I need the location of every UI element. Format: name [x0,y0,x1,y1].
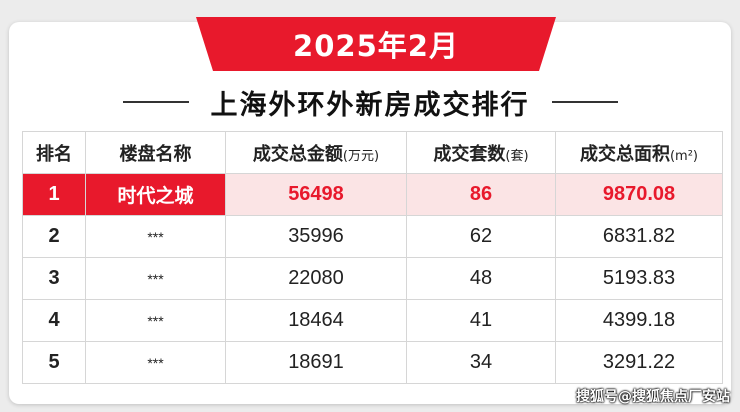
table-row: 1 时代之城 56498 86 9870.08 [22,173,723,216]
cell-units: 48 [406,257,556,300]
cell-amount: 56498 [225,173,407,216]
cell-amount: 35996 [225,215,407,258]
page-title: 上海外环外新房成交排行 [210,89,530,121]
cell-rank: 1 [22,173,86,216]
cell-area: 5193.83 [555,257,723,300]
cell-area: 6831.82 [555,215,723,258]
cell-rank: 2 [22,215,86,258]
cell-rank: 4 [22,299,86,342]
heading-line-right [551,101,618,103]
header-rank: 排名 [22,131,86,174]
cell-units: 86 [406,173,556,216]
table-row: 3 *** 22080 48 5193.83 [22,257,723,300]
date-banner: 2025年2月 [196,17,556,71]
ranking-table: 排名 楼盘名称 成交总金额(万元) 成交套数(套) 成交总面积(m²) 1 时代… [22,131,723,384]
heading-row: 上海外环外新房成交排行 [0,82,740,122]
cell-amount: 18464 [225,299,407,342]
header-unit-count: 成交套数(套) [406,131,556,174]
cell-project-name: 时代之城 [85,173,226,216]
cell-rank: 5 [22,341,86,384]
cell-units: 41 [406,299,556,342]
cell-project-name: *** [85,299,226,342]
cell-project-name: *** [85,341,226,384]
cell-amount: 22080 [225,257,407,300]
cell-area: 3291.22 [555,341,723,384]
header-total-area: 成交总面积(m²) [555,131,723,174]
table-row: 4 *** 18464 41 4399.18 [22,299,723,342]
cell-project-name: *** [85,215,226,258]
cell-area: 4399.18 [555,299,723,342]
table-row: 5 *** 18691 34 3291.22 [22,341,723,384]
header-project-name: 楼盘名称 [85,131,226,174]
watermark: 搜狐号@搜狐焦点厂安站 [576,389,730,405]
header-total-amount: 成交总金额(万元) [225,131,407,174]
banner-title: 2025年2月 [293,29,459,63]
cell-amount: 18691 [225,341,407,384]
table-header-row: 排名 楼盘名称 成交总金额(万元) 成交套数(套) 成交总面积(m²) [22,131,723,174]
cell-area: 9870.08 [555,173,723,216]
heading-line-left [122,101,189,103]
cell-project-name: *** [85,257,226,300]
cell-rank: 3 [22,257,86,300]
table-row: 2 *** 35996 62 6831.82 [22,215,723,258]
cell-units: 34 [406,341,556,384]
banner-shape [196,17,556,71]
cell-units: 62 [406,215,556,258]
